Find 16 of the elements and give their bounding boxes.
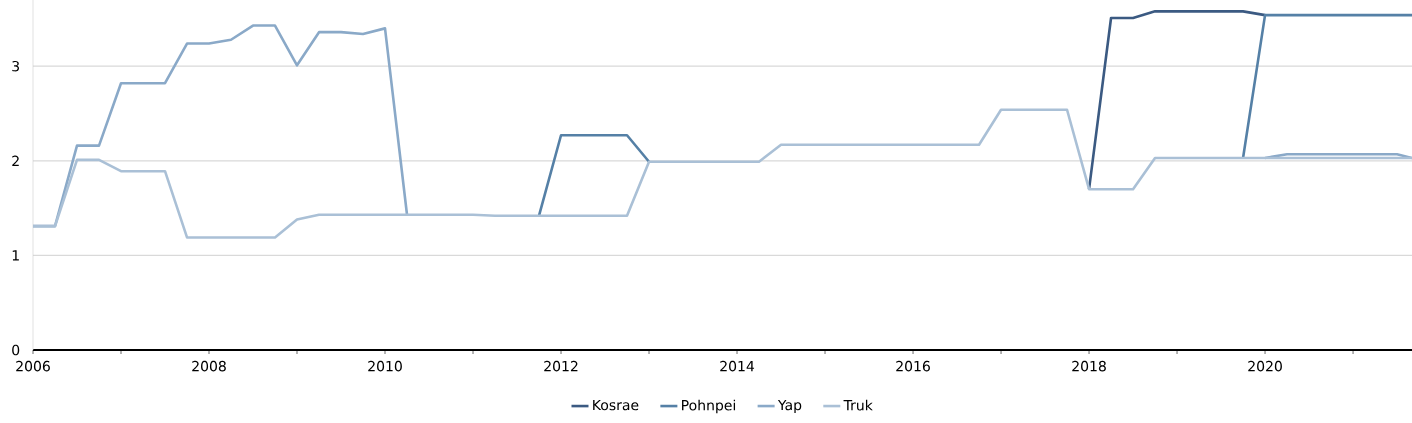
x-tick-label: 2012	[544, 360, 578, 372]
legend-label: Truk	[843, 399, 873, 411]
y-tick-label: 2	[12, 155, 19, 166]
x-tick-label: 2008	[192, 360, 226, 372]
x-tick-label: 2016	[896, 360, 930, 372]
x-tick-label: 2020	[1248, 360, 1282, 372]
legend-label: Kosrae	[593, 399, 639, 411]
y-tick-label: 1	[12, 250, 19, 261]
y-tick-label: 3	[12, 60, 20, 72]
x-tick-label: 2010	[368, 360, 402, 372]
legend-label: Pohnpei	[682, 399, 736, 414]
x-tick-label: 2018	[1072, 360, 1106, 372]
x-tick-label: 2014	[720, 360, 755, 372]
x-tick-label: 2006	[16, 360, 50, 372]
legend-label: Yap	[777, 399, 802, 414]
y-tick-label: 0	[12, 344, 20, 356]
